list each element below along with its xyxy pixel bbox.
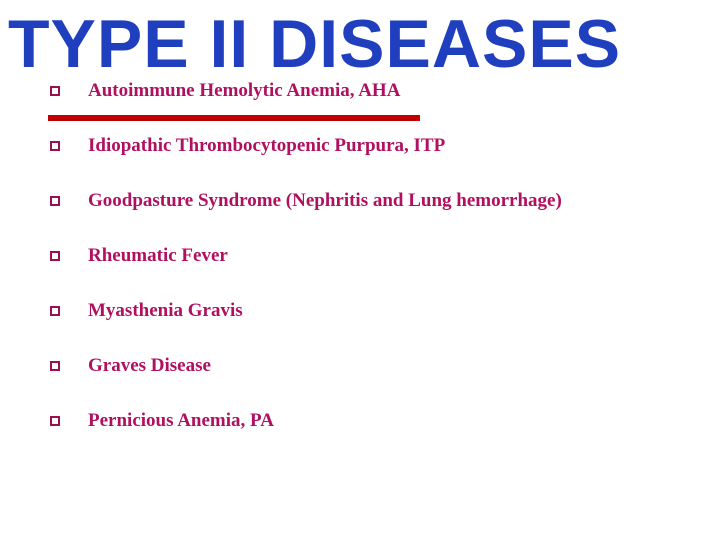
list-item: Goodpasture Syndrome (Nephritis and Lung…	[50, 190, 720, 212]
list-item-text: Graves Disease	[88, 355, 211, 377]
list-item: Pernicious Anemia, PA	[50, 410, 720, 432]
title-area: TYPE II DISEASES	[0, 0, 720, 78]
bullet-list: Autoimmune Hemolytic Anemia, AHA Idiopat…	[0, 78, 720, 432]
list-item-text: Goodpasture Syndrome (Nephritis and Lung…	[88, 190, 562, 212]
slide-title: TYPE II DISEASES	[8, 10, 720, 78]
list-item: Myasthenia Gravis	[50, 300, 720, 322]
title-underline	[48, 115, 420, 121]
list-item: Rheumatic Fever	[50, 245, 720, 267]
slide: { "title": { "text": "TYPE II DISEASES",…	[0, 0, 720, 540]
square-bullet-icon	[50, 196, 60, 206]
list-item-text: Pernicious Anemia, PA	[88, 410, 274, 432]
square-bullet-icon	[50, 251, 60, 261]
list-item-text: Autoimmune Hemolytic Anemia, AHA	[88, 80, 400, 102]
list-item-text: Idiopathic Thrombocytopenic Purpura, ITP	[88, 135, 445, 157]
list-item: Graves Disease	[50, 355, 720, 377]
list-item: Autoimmune Hemolytic Anemia, AHA	[50, 80, 720, 102]
list-item-text: Rheumatic Fever	[88, 245, 228, 267]
list-item: Idiopathic Thrombocytopenic Purpura, ITP	[50, 135, 720, 157]
square-bullet-icon	[50, 361, 60, 371]
square-bullet-icon	[50, 141, 60, 151]
square-bullet-icon	[50, 416, 60, 426]
square-bullet-icon	[50, 86, 60, 96]
list-item-text: Myasthenia Gravis	[88, 300, 243, 322]
square-bullet-icon	[50, 306, 60, 316]
